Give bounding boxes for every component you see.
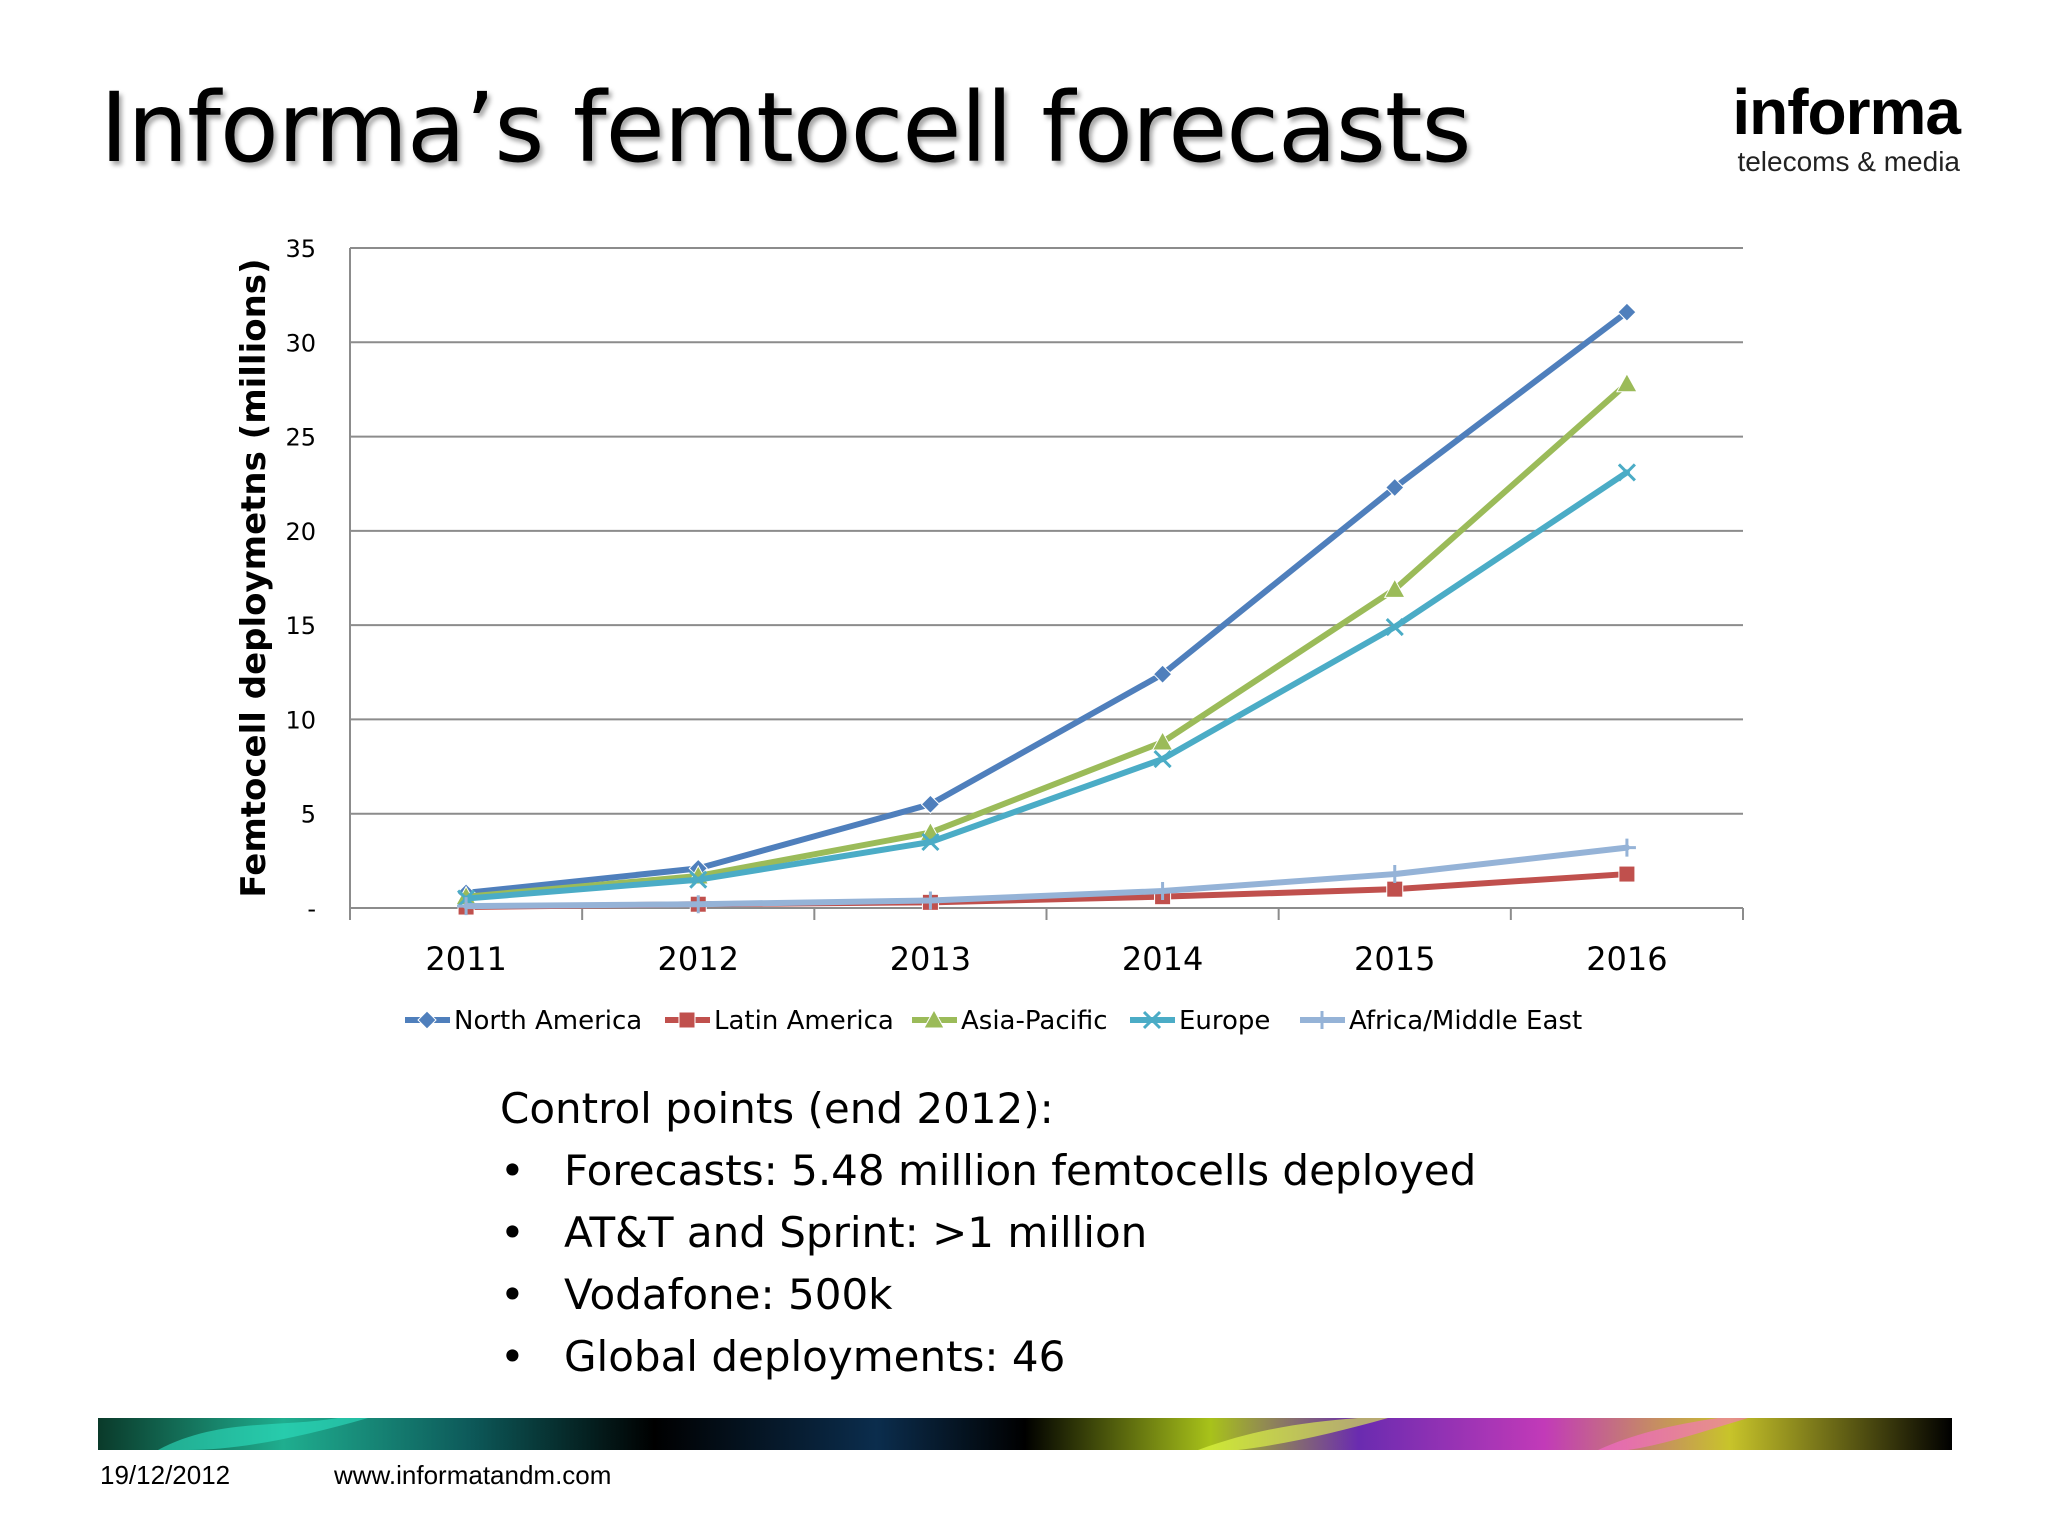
plus-marker [689, 895, 708, 914]
x-tick-label: 2015 [1354, 940, 1435, 978]
decorative-color-band [98, 1418, 1952, 1450]
plus-marker [921, 891, 940, 910]
chart-series [455, 302, 1638, 916]
plus-marker [1153, 882, 1172, 901]
diamond-marker [1152, 664, 1173, 684]
x-marker [1142, 1010, 1162, 1030]
diamond-marker [920, 794, 941, 814]
legend-label: Asia-Pacific [961, 1006, 1108, 1036]
list-item-text: Global deployments: 46 [564, 1332, 1066, 1381]
chart-legend: North America Latin America Asia-Pacific Eu… [405, 1006, 1582, 1036]
legend-label: North America [454, 1006, 642, 1036]
footer-date: 19/12/2012 [100, 1460, 231, 1490]
x-tick-label: 2013 [890, 940, 971, 978]
control-points-list: • Forecasts: 5.48 million femtocells depl… [500, 1140, 1476, 1388]
legend-entry: Latin America [665, 1006, 894, 1036]
series-line [463, 844, 1630, 910]
triangle-marker [923, 1008, 945, 1029]
slide-title: Informa’s femtocell forecasts [100, 72, 1472, 184]
plus-marker [457, 897, 476, 916]
triangle-marker [1151, 731, 1174, 751]
square-marker [678, 1011, 696, 1029]
list-item: • Forecasts: 5.48 million femtocells depl… [500, 1140, 1476, 1202]
legend-entry: Africa/Middle East [1300, 1006, 1582, 1036]
legend-label: Africa/Middle East [1349, 1006, 1582, 1036]
legend-label: Europe [1179, 1006, 1270, 1036]
y-tick-label: - [307, 895, 316, 923]
logo-tagline: telecoms & media [1737, 146, 1960, 177]
list-item: • Global deployments: 46 [500, 1326, 1476, 1388]
x-tick-label: 2011 [425, 940, 506, 978]
y-tick-label: 20 [285, 518, 316, 546]
legend-entry: North America [405, 1006, 642, 1036]
color-band-graphic [98, 1418, 1952, 1450]
logo-wordmark: informa [1732, 76, 1961, 148]
plus-marker [1617, 838, 1636, 857]
legend-entry: Europe [1130, 1006, 1270, 1036]
y-tick-label: 30 [285, 329, 316, 357]
list-item-text: Vodafone: 500k [564, 1270, 893, 1319]
chart-gridlines [350, 247, 1743, 815]
y-axis-title: Femtocell deploymetns (millions) [234, 258, 274, 897]
legend-entry: Asia-Pacific [912, 1006, 1108, 1036]
x-marker [1153, 749, 1172, 769]
plus-marker [1385, 865, 1404, 884]
x-tick-label: 2012 [658, 940, 739, 978]
diamond-marker [1385, 477, 1405, 498]
x-tick-label: 2014 [1122, 940, 1203, 978]
y-tick-label: 25 [285, 424, 316, 452]
list-item: • Vodafone: 500k [500, 1264, 1476, 1326]
series-line [463, 380, 1630, 900]
x-marker [1617, 463, 1636, 482]
x-marker [1385, 617, 1404, 637]
triangle-marker [1383, 578, 1406, 598]
series-asia-pacific [455, 372, 1638, 906]
series-line [463, 309, 1630, 896]
bullet-icon: • [500, 1332, 525, 1381]
x-marker [689, 870, 708, 889]
x-tick-label: 2016 [1586, 940, 1667, 978]
legend-label: Latin America [714, 1006, 894, 1036]
footer-url: www.informatandm.com [334, 1460, 612, 1490]
bullet-icon: • [500, 1146, 525, 1195]
list-item-text: AT&T and Sprint: >1 million [564, 1208, 1148, 1257]
control-points-text: Control points (end 2012): • Forecasts: 5… [500, 1078, 1476, 1388]
y-tick-label: 15 [285, 612, 316, 640]
y-tick-label: 5 [301, 801, 316, 829]
square-marker [1618, 865, 1636, 883]
informa-logo: informa telecoms & media [1712, 76, 1961, 177]
bullet-icon: • [500, 1208, 525, 1257]
plus-marker [1313, 1011, 1331, 1029]
list-item: • AT&T and Sprint: >1 million [500, 1202, 1476, 1264]
x-marker [921, 832, 940, 852]
y-tick-label: 35 [285, 235, 316, 263]
control-points-heading: Control points (end 2012): [500, 1084, 1054, 1133]
bullet-icon: • [500, 1270, 525, 1319]
femtocell-forecast-line-chart: - 5 10 15 20 25 30 35 2011 2012 2013 2014 2015 2016 Fe… [234, 235, 1744, 1036]
series-north-america [456, 302, 1637, 903]
chart-axes: - 5 10 15 20 25 30 35 2011 2012 2013 2014 2015 2016 Fe… [234, 235, 1744, 978]
diamond-marker [417, 1010, 437, 1030]
series-africa-middle-east [457, 838, 1636, 916]
list-item-text: Forecasts: 5.48 million femtocells deplo… [564, 1146, 1477, 1195]
square-marker [1386, 880, 1404, 898]
diamond-marker [1617, 302, 1637, 322]
triangle-marker [1616, 372, 1638, 393]
series-line [463, 469, 1630, 902]
y-tick-label: 10 [285, 706, 316, 734]
